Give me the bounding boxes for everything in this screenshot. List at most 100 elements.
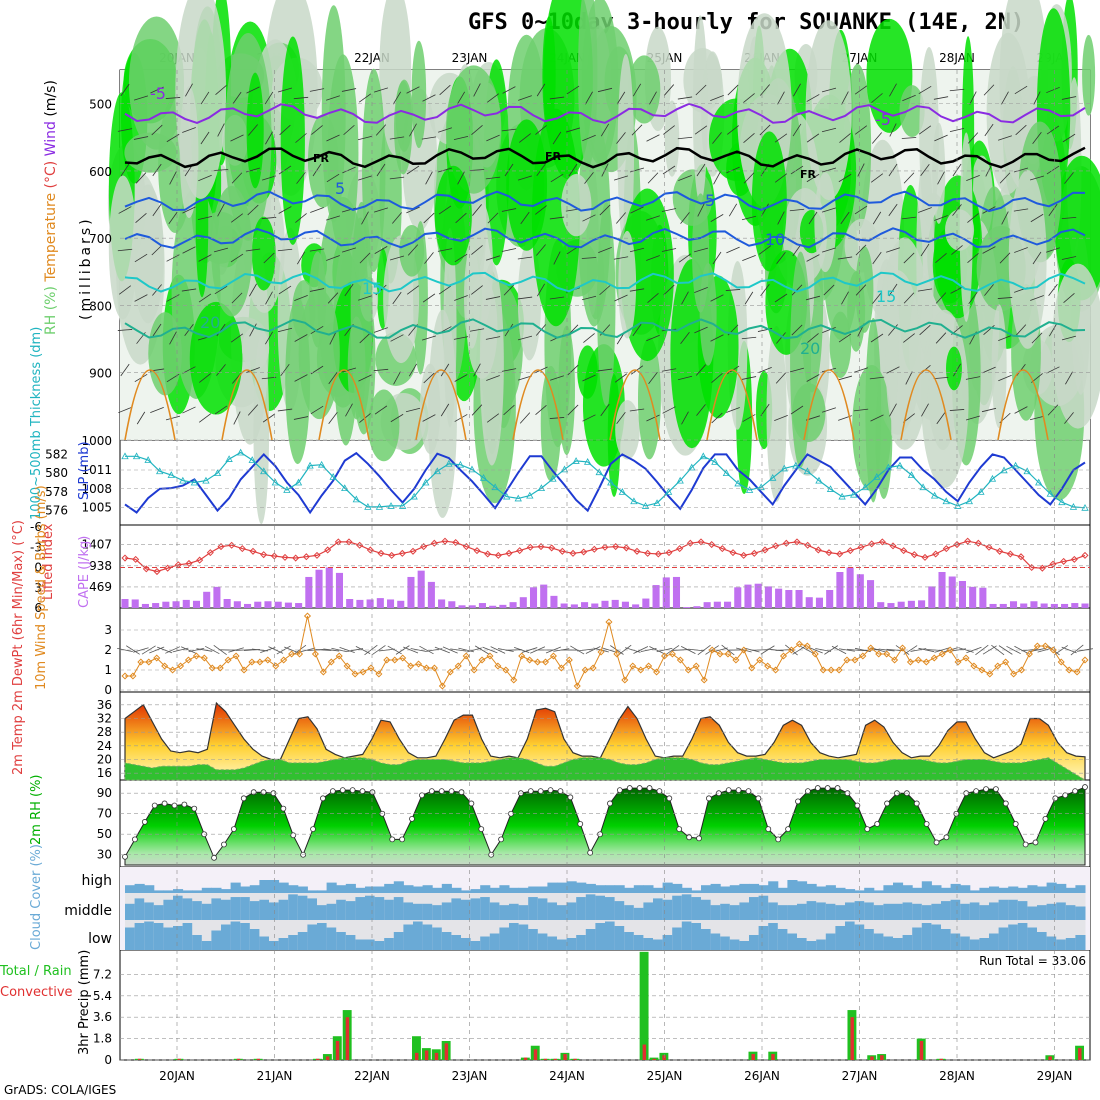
wind-barb: [1031, 332, 1043, 344]
cloud-cell: [278, 882, 289, 893]
wind-barb: [358, 374, 372, 382]
wind-barb: [854, 367, 868, 373]
thickness-point: [1069, 503, 1078, 510]
thickness-ylabel: 1000~500mb Thickness (dm): [29, 327, 44, 520]
wind-speed-point: [748, 664, 756, 672]
wind-barb: [647, 172, 659, 184]
isotherm-label: 20: [800, 339, 820, 358]
wind-speed-point: [954, 658, 962, 666]
cloud-cell: [1056, 939, 1067, 950]
rh-point: [161, 800, 168, 807]
wind-barb: [389, 176, 405, 180]
thickness-point: [850, 490, 858, 498]
ylabel-part: (m/s): [43, 80, 59, 117]
wind-barb: [1013, 208, 1029, 212]
wind-speed-point: [303, 612, 312, 620]
lifted-index-point: [313, 551, 321, 559]
rh-point: [607, 800, 613, 807]
wind-barb: [741, 215, 757, 221]
cloud-cell: [125, 885, 136, 893]
wind-barb: [133, 95, 149, 101]
precip-convective-bar: [850, 1017, 854, 1060]
lifted-index-point: [164, 564, 172, 572]
cape-bar: [703, 602, 711, 608]
cloud-cell: [134, 923, 145, 950]
wind-speed-point: [787, 646, 795, 654]
cloud-cell: [893, 903, 904, 920]
cloud-cell: [989, 933, 1000, 950]
wind-barb: [969, 91, 977, 105]
lifted-index-point: [142, 565, 150, 573]
cloud-cell: [163, 927, 174, 950]
wind-barb: [743, 93, 755, 103]
cloud-cell: [470, 889, 481, 893]
wind-barb: [725, 289, 741, 291]
wind-barb: [1033, 91, 1041, 105]
cloud-cell: [998, 887, 1009, 893]
precip-convective-bar: [256, 1058, 261, 1060]
cape-bar: [805, 597, 813, 608]
wind-speed-point: [660, 652, 669, 660]
cloud-cell: [297, 932, 308, 950]
cloud-cell: [633, 885, 644, 893]
wind-barb: [616, 132, 626, 144]
wind-barb: [1001, 211, 1009, 225]
wind-barb: [231, 172, 243, 184]
wind-speed-point: [716, 650, 724, 658]
wind-barb: [792, 645, 807, 655]
wind-barb: [1015, 124, 1027, 136]
rh-blob: [561, 174, 592, 237]
wind-barb: [998, 135, 1012, 141]
wind-speed-point: [248, 658, 256, 666]
cloud-cell: [989, 902, 1000, 920]
wind-barb: [680, 212, 690, 224]
wind-barb: [198, 413, 212, 423]
cloud-cell: [297, 886, 308, 893]
wind-barb: [926, 649, 943, 651]
cloud-cell: [441, 932, 452, 950]
thickness-point: [757, 483, 765, 491]
cloud-cell: [883, 903, 894, 920]
wind-barb: [726, 407, 740, 413]
wind-speed-point: [827, 666, 835, 674]
wind-barb: [1077, 648, 1093, 652]
cape-bar: [458, 605, 466, 608]
cloud-cell: [422, 903, 433, 920]
wind-barb: [326, 255, 340, 261]
cape-bar: [744, 584, 752, 608]
wind-barb: [504, 163, 514, 177]
pressure-tick-label: 500: [89, 98, 112, 112]
cape-bar: [856, 574, 864, 608]
wind-barb: [376, 163, 386, 177]
cape-bar: [438, 599, 446, 608]
wind-barb: [694, 287, 708, 293]
cloud-empty-cell: [461, 920, 472, 950]
cloud-cell: [643, 885, 654, 893]
wind-speed-point: [684, 666, 692, 674]
cloud-cell: [480, 936, 491, 950]
precip-convective-bar: [1048, 1056, 1052, 1060]
wind-barb: [647, 293, 659, 303]
wind-barb: [200, 131, 210, 145]
wind-speed-point: [756, 656, 764, 664]
cloud-cell: [662, 935, 673, 950]
cape-bar: [1020, 603, 1028, 608]
precip-convective-bar: [1078, 1048, 1082, 1060]
wind-barb: [662, 406, 676, 414]
wind-barb: [1048, 284, 1058, 296]
thickness-point: [537, 484, 546, 492]
wind-barb: [372, 645, 386, 655]
wind-barb: [517, 175, 533, 181]
wind-barb: [439, 84, 451, 96]
thickness-point: [861, 483, 869, 491]
rh-point: [419, 792, 425, 799]
cape-bar: [826, 590, 834, 608]
lifted-index-point: [388, 551, 396, 559]
wind-barb: [776, 332, 786, 344]
rh-blob: [885, 264, 899, 420]
wind-barb: [315, 649, 332, 651]
lifted-index-point: [537, 543, 545, 551]
cloud-cell: [1046, 882, 1057, 893]
rh-blob: [445, 65, 502, 194]
wind-barb: [598, 247, 612, 253]
